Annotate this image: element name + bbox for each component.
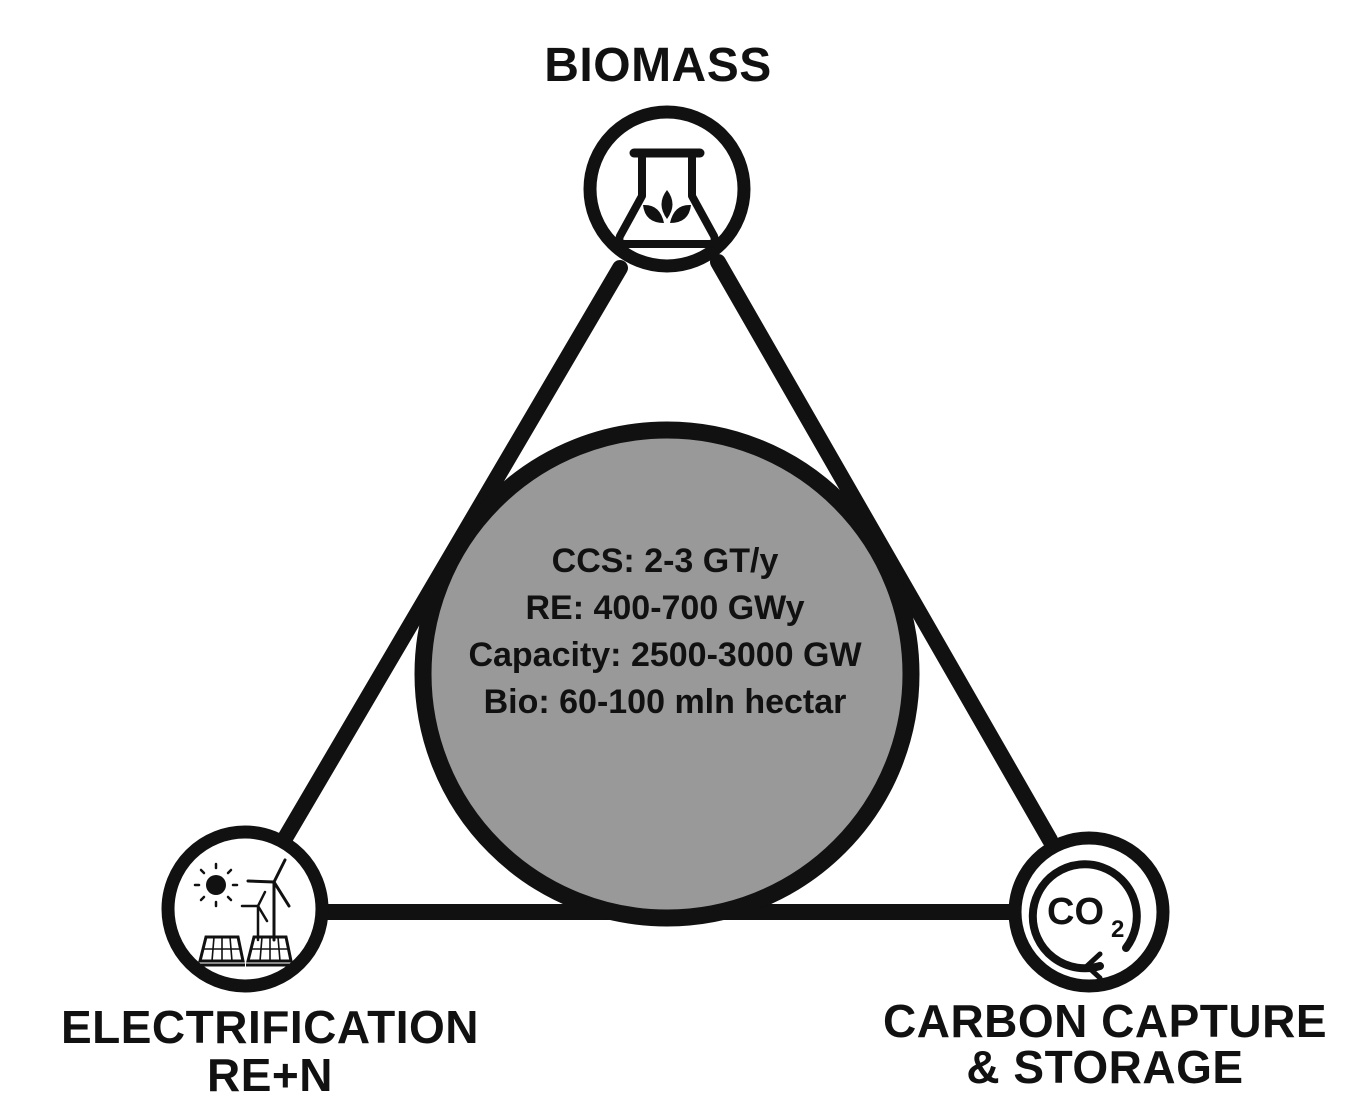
stat-re: RE: 400-700 GWy	[525, 589, 805, 627]
ccs-label-line2: & STORAGE	[966, 1041, 1244, 1093]
center-stats: CCS: 2-3 GT/y RE: 400-700 GWy Capacity: …	[415, 538, 915, 726]
ccs-node: CO 2	[1008, 831, 1170, 993]
solar-wind-icon	[193, 858, 293, 967]
co2-subscript: 2	[1111, 916, 1124, 943]
stat-capacity: Capacity: 2500-3000 GW	[468, 636, 862, 674]
center-circle	[414, 421, 920, 927]
sun-icon	[193, 862, 239, 908]
stat-ccs: CCS: 2-3 GT/y	[551, 542, 779, 580]
biomass-node	[583, 105, 751, 273]
solar-panel-icon	[198, 935, 293, 967]
electrification-node	[161, 825, 329, 993]
co2-text: CO	[1047, 891, 1104, 933]
electrification-label: ELECTRIFICATION RE+N	[10, 1003, 530, 1099]
stat-bio: Bio: 60-100 mln hectar	[483, 683, 847, 721]
flask-leaf-icon	[615, 148, 719, 248]
co2-cycle-icon: CO 2	[1028, 860, 1141, 981]
biomass-label: BIOMASS	[544, 39, 772, 92]
wind-turbine-icon	[240, 858, 291, 942]
ccs-label: CARBON CAPTURE & STORAGE	[850, 998, 1360, 1090]
ccs-label-line1: CARBON CAPTURE	[883, 995, 1327, 1047]
electrification-label-line1: ELECTRIFICATION	[60, 1001, 480, 1053]
electrification-label-line2: RE+N	[207, 1049, 333, 1101]
